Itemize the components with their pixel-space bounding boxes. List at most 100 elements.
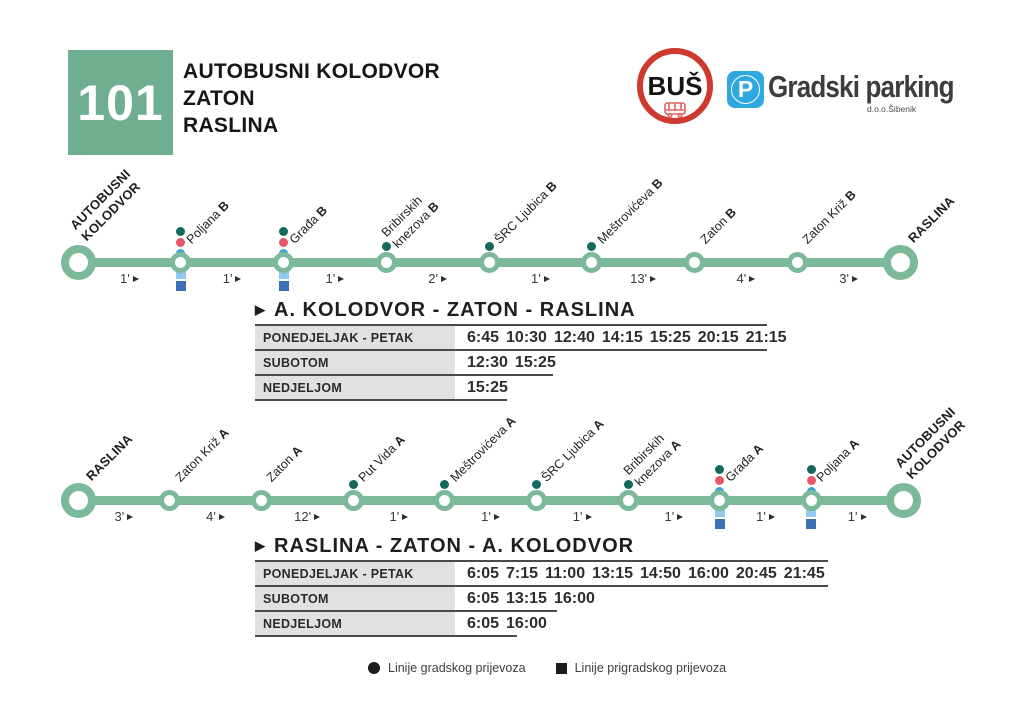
route-title-line: RASLINA: [183, 114, 279, 137]
stop-label: Zaton Križ A: [172, 425, 232, 485]
segment-travel-time: 1': [369, 509, 429, 524]
day-label: SUBOTOM: [255, 351, 455, 374]
departure-time: 6:05: [467, 564, 500, 582]
stop-marker: [885, 482, 921, 518]
suburban-line-square-icon: [806, 519, 817, 529]
segment-travel-time: 3': [819, 271, 879, 286]
city-line-dot-icon: [587, 241, 597, 251]
table-rule: [255, 399, 507, 401]
day-label: PONEDJELJAK - PETAK: [255, 562, 455, 585]
stop-marker: [170, 251, 192, 273]
triangle-right-icon: ▶: [255, 302, 266, 317]
stop-zone-letter: A: [664, 437, 684, 456]
segment-travel-time: 1': [202, 271, 262, 286]
departure-time: 11:00: [545, 564, 586, 582]
arrow-right-icon: [543, 276, 550, 282]
segment-travel-time: 4': [186, 509, 246, 524]
city-line-dot-icon: [531, 479, 541, 489]
bus-logo-text: BUŠ: [648, 71, 703, 101]
departure-time: 12:30: [467, 353, 508, 371]
departure-times: 6:05 13:15 16:00: [455, 587, 595, 610]
segment-travel-time: 1': [305, 271, 365, 286]
suburban-lines-legend-icon: [555, 662, 567, 674]
legend-label: Linije gradskog prijevoza: [388, 661, 526, 675]
arrow-right-icon: [860, 514, 867, 520]
arrow-right-icon: [677, 514, 684, 520]
stop-label-line: Put Vida A: [355, 432, 408, 485]
departure-time: 15:25: [467, 378, 508, 396]
departure-time: 6:45: [467, 328, 500, 346]
segment-travel-time: 13': [613, 271, 673, 286]
suburban-line-square-icon: [278, 269, 289, 279]
stop-marker: [478, 251, 500, 273]
stop-marker: [273, 251, 294, 273]
city-line-dot-icon: [440, 479, 450, 489]
stop-label: ŠRC Ljubica A: [538, 416, 607, 485]
departure-time: 14:50: [640, 564, 681, 582]
route-line-bar: [78, 495, 903, 505]
bus-icon: [664, 102, 686, 119]
stop-marker: [581, 251, 603, 273]
route-number-badge: 101: [68, 50, 173, 155]
travel-minutes: 4': [736, 271, 747, 286]
stop-marker: [709, 489, 731, 511]
city-line-dot-icon: [279, 226, 288, 236]
stop-label-line: Poljana A: [814, 436, 863, 485]
departure-times: 6:45 10:30 12:40 14:15 15:25 20:15 21:15: [455, 326, 787, 349]
timetable-row: NEDJELJOM 15:25: [255, 376, 787, 399]
segment-travel-time: 1': [510, 271, 570, 286]
segment-travel-time: 1': [644, 509, 704, 524]
stop-label: AUTOBUSNI KOLODVOR: [892, 404, 970, 482]
stop-marker: [60, 244, 96, 280]
stop-zone-letter: A: [286, 443, 306, 463]
stop-marker: [617, 489, 639, 511]
stop-marker: [786, 251, 808, 273]
travel-minutes: 12': [294, 509, 312, 524]
timetable-title-text: RASLINA - ZATON - A. KOLODVOR: [274, 534, 635, 557]
departure-time: 12:40: [553, 328, 595, 346]
stop-marker: [684, 251, 705, 273]
parking-p-icon: P: [737, 76, 754, 102]
segment-travel-time: 12': [277, 509, 337, 524]
arrow-right-icon: [851, 276, 858, 282]
travel-minutes: 13': [630, 271, 648, 286]
travel-minutes: 1': [481, 509, 491, 524]
departure-time: 10:30: [506, 328, 547, 346]
travel-minutes: 4': [206, 509, 216, 524]
stop-zone-letter: A: [388, 432, 408, 452]
stop-marker: [159, 489, 181, 511]
city-line-dot-icon: [279, 237, 288, 247]
city-line-dot-icon: [176, 237, 186, 247]
travel-minutes: 1': [531, 271, 541, 286]
arrow-right-icon: [650, 276, 657, 282]
bus-company-logo: BUŠ: [637, 48, 713, 124]
stop-marker: [434, 489, 456, 511]
stop-label-line: Zaton Križ A: [172, 425, 232, 485]
travel-minutes: 1': [325, 271, 336, 286]
table-rule: [255, 324, 767, 326]
segment-travel-time: 1': [99, 271, 159, 286]
segment-travel-time: 4': [716, 271, 776, 286]
departure-time: 21:45: [783, 564, 825, 582]
departure-time: 20:15: [697, 328, 739, 346]
arrow-right-icon: [218, 514, 225, 520]
day-label: SUBOTOM: [255, 587, 455, 610]
stop-label-line: Zaton A: [264, 443, 306, 485]
timetable-row: NEDJELJOM 6:05 16:00: [255, 612, 828, 635]
travel-minutes: 1': [847, 509, 858, 524]
suburban-line-square-icon: [278, 281, 289, 291]
parking-logo: P: [727, 71, 764, 108]
departure-times: 6:05 7:15 11:00 13:15 14:50 16:00 20:45 21:45: [455, 562, 825, 585]
departure-time: 16:00: [553, 589, 595, 607]
city-line-dot-icon: [381, 241, 391, 251]
day-label: PONEDJELJAK - PETAK: [255, 326, 455, 349]
departure-time: 21:15: [745, 328, 787, 346]
timetable-row: SUBOTOM 12:30 15:25: [255, 351, 787, 374]
route-number: 101: [77, 74, 164, 131]
stop-label-line: Meštrovićeva A: [447, 413, 519, 485]
arrow-right-icon: [749, 276, 756, 282]
stop-zone-letter: A: [499, 413, 519, 433]
arrow-right-icon: [314, 514, 321, 520]
